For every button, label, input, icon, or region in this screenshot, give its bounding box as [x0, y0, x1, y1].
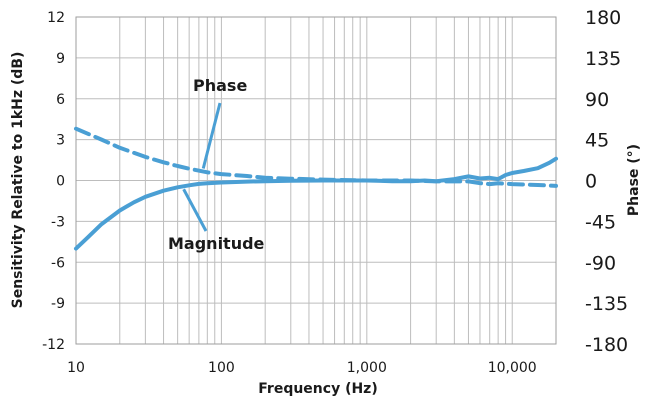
x-tick-label: 100	[208, 360, 235, 376]
phase-series-line	[74, 126, 558, 188]
series-layer	[74, 126, 558, 251]
left-axis-ticks: 12 9 6 3 0 -3 -6 -9 -12	[42, 10, 65, 353]
x-tick-label: 10,000	[488, 360, 537, 376]
left-tick-label: 12	[47, 10, 65, 26]
left-tick-label: -12	[42, 337, 65, 353]
right-tick-label: -45	[585, 211, 616, 233]
magnitude-annotation-label: Magnitude	[168, 234, 265, 253]
left-tick-label: 6	[56, 92, 65, 108]
right-tick-label: -180	[585, 334, 628, 356]
left-tick-label: -6	[51, 255, 65, 271]
right-tick-label: 135	[585, 48, 621, 70]
right-tick-label: -135	[585, 293, 628, 315]
x-axis-ticks: 10 100 1,000 10,000	[67, 360, 537, 376]
right-tick-label: 90	[585, 89, 609, 111]
phase-annotation-label: Phase	[193, 76, 247, 95]
right-tick-label: -90	[585, 252, 616, 274]
right-tick-label: 0	[585, 171, 597, 193]
plot-frame	[75, 16, 557, 345]
annotation-layer: Phase Magnitude	[168, 76, 265, 253]
x-tick-label: 10	[67, 360, 85, 376]
y2-axis-title: Phase (°)	[626, 144, 642, 216]
magnitude-annotation-pointer	[182, 188, 208, 232]
x-tick-label: 1,000	[347, 360, 387, 376]
left-tick-label: 3	[56, 133, 65, 149]
magnitude-series-line	[74, 156, 558, 251]
right-tick-label: 180	[585, 7, 621, 29]
plot-border	[75, 16, 557, 345]
right-tick-label: 45	[585, 130, 609, 152]
right-axis-ticks: 180 135 90 45 0 -45 -90 -135 -180	[585, 7, 628, 356]
left-tick-label: -9	[51, 296, 65, 312]
phase-annotation-pointer	[201, 102, 222, 169]
y-axis-title: Sensitivity Relative to 1kHz (dB)	[10, 52, 26, 309]
left-tick-label: -3	[51, 214, 65, 230]
left-tick-label: 9	[56, 51, 65, 67]
left-tick-label: 0	[56, 174, 65, 190]
x-axis-title: Frequency (Hz)	[258, 381, 377, 397]
